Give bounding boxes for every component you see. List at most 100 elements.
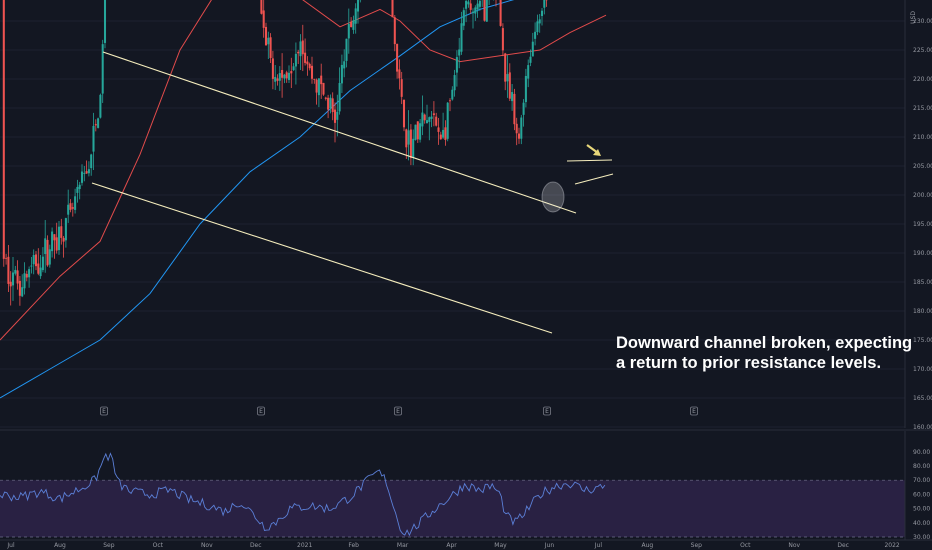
earnings-marker-label: E [545, 408, 549, 415]
candle-body [478, 0, 481, 7]
candle-body [322, 82, 325, 95]
candle-body [306, 61, 309, 65]
candle-body [483, 0, 486, 21]
price-tick-label: 175.00 [913, 337, 932, 344]
candle-body [41, 256, 44, 271]
candle-body [423, 114, 426, 121]
candle-body [62, 237, 65, 242]
candle-body [453, 75, 456, 91]
candle-body [301, 40, 304, 55]
candle-body [60, 226, 63, 238]
candle-body [529, 56, 532, 63]
candle-body [260, 0, 263, 14]
candle-body [513, 93, 516, 125]
candle-body [499, 0, 502, 26]
time-tick-label: Sep [691, 542, 703, 549]
currency-label: USD [910, 11, 917, 24]
candle-body [455, 57, 458, 73]
candle-body [5, 257, 8, 259]
candle-body [2, 0, 5, 259]
time-tick-label: Aug [641, 542, 653, 549]
candle-body [264, 26, 268, 46]
time-tick-label: Dec [837, 542, 849, 549]
candle-body [398, 69, 401, 79]
candle-body [304, 52, 307, 63]
time-tick-label: Oct [740, 542, 751, 549]
price-tick-label: 210.00 [913, 134, 932, 141]
price-tick-label: 160.00 [913, 424, 932, 431]
candle-body [425, 120, 429, 124]
candle-body [324, 97, 327, 99]
candle-body [506, 74, 509, 82]
candle-body [97, 118, 100, 128]
sma-long-line [0, 0, 515, 399]
candle-body [299, 41, 302, 57]
time-tick-label: Oct [153, 542, 164, 549]
candle-body [538, 19, 541, 24]
candle-body [34, 254, 38, 267]
candle-body [25, 273, 28, 278]
earnings-marker-label: E [396, 408, 400, 415]
rsi-tick-label: 70.00 [913, 477, 930, 484]
candle-body [354, 8, 357, 24]
candle-body [421, 112, 424, 127]
moving-averages [0, 0, 607, 399]
time-tick-label: Dec [250, 542, 262, 549]
candle-body [7, 256, 10, 284]
time-tick-label: Aug [54, 542, 66, 549]
candle-body [48, 249, 51, 265]
candle-body [69, 203, 72, 210]
earnings-marker-box [690, 406, 698, 416]
time-tick-label: Nov [201, 542, 213, 549]
candle-body [37, 263, 40, 274]
candle-body [517, 133, 521, 139]
candle-body [444, 127, 447, 140]
candle-body [103, 0, 107, 43]
annotation-line-1: Downward channel broken, expecting [616, 334, 912, 352]
candle-body [511, 92, 514, 102]
candle-body [320, 75, 323, 85]
time-tick-label: 2022 [884, 542, 899, 549]
candle-body [308, 63, 311, 69]
candle-body [439, 134, 442, 140]
candle-body [474, 7, 477, 14]
candle-body [405, 129, 408, 148]
trend-drawings [91, 51, 614, 334]
candle-body [515, 123, 518, 134]
candle-body [396, 43, 399, 72]
rsi-axis: 30.00 40.00 50.00 60.00 70.00 80.00 90.00 [904, 431, 930, 541]
candle-body [432, 113, 435, 116]
candle-body [57, 226, 61, 251]
candle-body [412, 138, 415, 158]
candle-body [85, 171, 88, 174]
candle-body [21, 287, 24, 297]
candle-body [442, 129, 445, 138]
candle-body [469, 3, 472, 10]
candle-body [67, 204, 70, 215]
price-tick-label: 215.00 [913, 105, 932, 112]
candle-body [414, 124, 417, 140]
candle-body [274, 76, 277, 82]
candle-body [290, 71, 293, 74]
wedge-top-line [566, 159, 613, 162]
candle-body [327, 97, 330, 110]
candle-body [508, 72, 511, 99]
candle-body [437, 127, 440, 132]
candle-body [294, 53, 297, 67]
candle-body [347, 23, 350, 39]
time-tick-label: Apr [446, 542, 457, 549]
time-axis: Jul Aug Sep Oct Nov Dec 2021 Feb Mar Apr May Jun Jul… [0, 539, 932, 549]
candle-body [276, 78, 279, 81]
candle-body [435, 116, 438, 126]
candle-body [352, 20, 355, 30]
candle-body [297, 51, 300, 54]
candle-body [101, 44, 104, 94]
candle-body [458, 49, 461, 56]
candle-body [317, 78, 320, 96]
candle-body [283, 74, 286, 79]
rsi-tick-label: 30.00 [913, 534, 930, 541]
candle-body [74, 196, 77, 210]
price-tick-label: 230.00 [913, 18, 932, 25]
